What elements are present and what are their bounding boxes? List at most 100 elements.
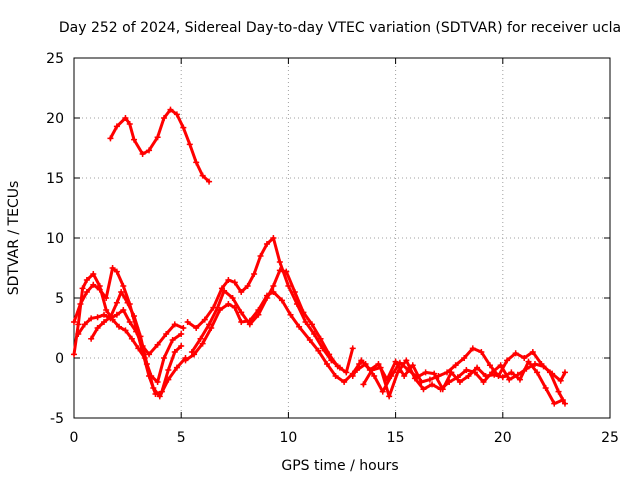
- data-point: [379, 388, 386, 395]
- data-point: [171, 349, 178, 355]
- data-point: [349, 373, 356, 379]
- data-point: [308, 321, 315, 328]
- data-point: [317, 335, 324, 342]
- data-point: [296, 323, 303, 330]
- data-point: [315, 347, 322, 354]
- data-point: [167, 106, 174, 113]
- series-arc6: [184, 235, 343, 371]
- data-point: [156, 393, 163, 400]
- x-tick-label: 25: [601, 430, 619, 446]
- data-point: [154, 341, 161, 348]
- data-point: [101, 311, 108, 318]
- data-point: [131, 136, 138, 143]
- data-point: [103, 295, 110, 301]
- data-point: [150, 385, 157, 391]
- series-arc2: [71, 271, 185, 385]
- data-point: [139, 151, 146, 157]
- chart-title: Day 252 of 2024, Sidereal Day-to-day VTE…: [59, 20, 621, 36]
- x-tick-label: 0: [70, 430, 79, 446]
- data-point: [79, 285, 86, 292]
- data-point: [163, 331, 170, 337]
- data-point: [225, 301, 232, 307]
- data-point: [341, 379, 348, 385]
- data-point: [199, 340, 206, 347]
- data-point: [285, 283, 292, 289]
- data-point: [75, 321, 82, 328]
- data-point: [358, 357, 365, 364]
- data-point: [206, 178, 213, 185]
- data-point: [225, 277, 232, 283]
- data-point: [561, 369, 568, 376]
- data-point: [71, 319, 77, 325]
- data-point: [146, 351, 153, 358]
- data-point: [109, 265, 116, 271]
- data-point: [471, 369, 478, 376]
- data-point: [101, 319, 108, 325]
- data-point: [184, 319, 191, 325]
- data-point: [81, 321, 88, 328]
- data-point: [180, 124, 187, 131]
- data-point: [122, 115, 129, 121]
- y-axis-label: SDTVAR / TECUs: [6, 181, 22, 296]
- data-point: [94, 314, 101, 321]
- data-point: [238, 289, 245, 295]
- data-point: [208, 325, 215, 331]
- data-point: [165, 376, 172, 383]
- data-point: [386, 393, 393, 400]
- data-point: [276, 259, 283, 265]
- data-point: [94, 325, 101, 331]
- data-point: [146, 147, 153, 154]
- data-point: [463, 367, 470, 373]
- data-point: [401, 373, 408, 379]
- y-tick-label: 0: [55, 351, 64, 367]
- data-point: [516, 376, 523, 383]
- data-point: [263, 241, 270, 247]
- data-point: [394, 369, 401, 376]
- data-point: [270, 235, 277, 241]
- data-point: [508, 369, 515, 376]
- data-point: [334, 363, 341, 370]
- data-point: [478, 349, 485, 355]
- data-point: [506, 376, 513, 383]
- data-point: [465, 373, 472, 379]
- data-point: [343, 369, 350, 376]
- data-point: [486, 362, 493, 369]
- data-point: [444, 369, 451, 376]
- series-arc11: [360, 357, 568, 400]
- data-point: [193, 325, 200, 331]
- data-point: [456, 379, 463, 385]
- data-point: [429, 381, 436, 388]
- data-point: [113, 268, 120, 275]
- data-point: [173, 364, 180, 371]
- data-point: [75, 331, 82, 337]
- data-point: [561, 400, 568, 407]
- data-point: [323, 361, 330, 367]
- data-point: [103, 307, 110, 313]
- data-point: [534, 369, 541, 376]
- data-point: [107, 314, 114, 321]
- data-point: [201, 316, 208, 323]
- data-point: [326, 351, 333, 358]
- data-point: [420, 386, 427, 393]
- data-point: [542, 385, 549, 391]
- data-point: [403, 357, 410, 364]
- data-point: [197, 335, 204, 342]
- data-point: [278, 297, 285, 304]
- data-point: [107, 135, 114, 142]
- data-point: [118, 289, 125, 295]
- x-tick-label: 5: [177, 430, 186, 446]
- data-point: [161, 355, 168, 361]
- data-point: [270, 283, 277, 289]
- data-point: [369, 367, 376, 373]
- data-point: [360, 381, 367, 388]
- series-arc1: [107, 106, 213, 185]
- data-point: [128, 335, 135, 342]
- data-point: [291, 289, 298, 295]
- data-point: [549, 370, 556, 377]
- data-point: [497, 362, 504, 369]
- y-tick-label: 5: [55, 291, 64, 307]
- data-point: [96, 286, 103, 293]
- series-arc5: [88, 289, 189, 400]
- data-point: [523, 365, 530, 372]
